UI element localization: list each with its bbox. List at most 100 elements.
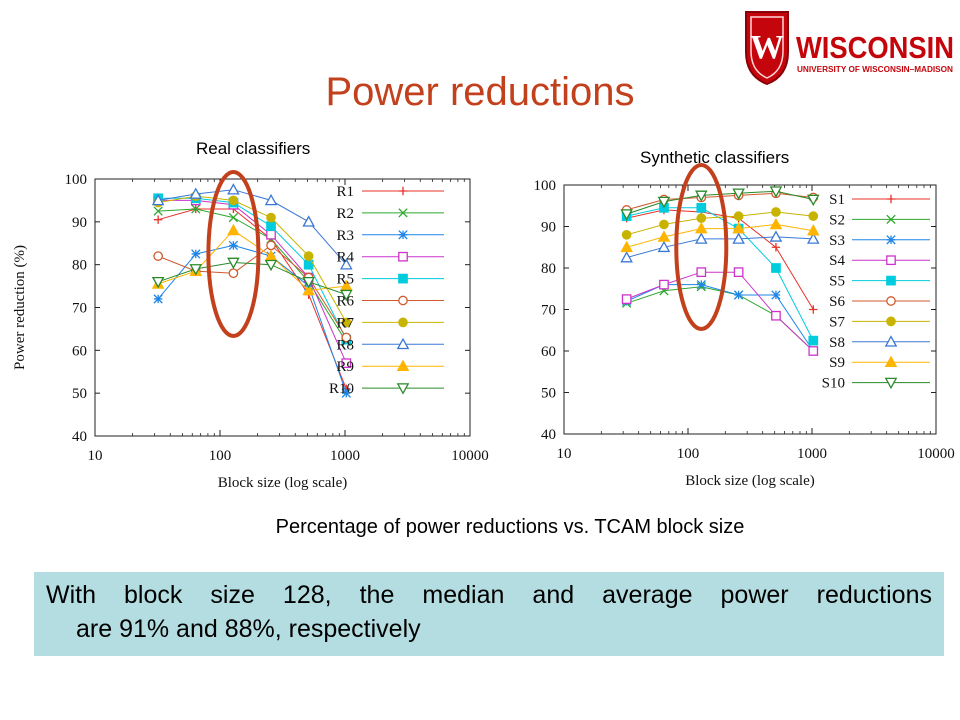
synthetic-point-s3 (771, 290, 781, 300)
real-y-tick-label: 100 (65, 172, 88, 188)
synthetic-point-s9 (732, 222, 745, 234)
callout-line-2: are 91% and 88%, respectively (76, 615, 421, 643)
real-point-r7 (266, 212, 276, 223)
synthetic-legend-marker-s9 (884, 355, 898, 368)
real-legend-label-r4: R4 (336, 250, 354, 266)
synthetic-legend-label-s5: S5 (829, 274, 845, 290)
synthetic-x-tick-label: 10000 (917, 446, 955, 462)
real-legend-label-r3: R3 (336, 228, 354, 244)
synthetic-highlight-ellipse (674, 163, 729, 331)
real-point-r3 (228, 240, 239, 251)
synthetic-legend-marker-s5 (886, 275, 896, 286)
real-point-r6 (266, 240, 276, 251)
real-y-axis-label: Power reduction (%) (12, 245, 28, 370)
chart-subtitle-synthetic: Synthetic classifiers (640, 148, 790, 167)
real-point-r3 (341, 388, 351, 398)
real-legend-marker-r1 (398, 186, 408, 196)
synthetic-series-line-s4 (626, 271, 814, 352)
synthetic-legend-label-s10: S10 (822, 376, 845, 392)
figure-caption: Percentage of power reductions vs. TCAM … (275, 516, 745, 538)
real-legend-marker-r4 (398, 251, 408, 262)
synthetic-legend-marker-s6 (886, 296, 896, 306)
synthetic-y-tick-label: 80 (541, 261, 556, 277)
synthetic-point-s9 (694, 222, 708, 234)
synthetic-legend-label-s4: S4 (829, 253, 845, 269)
real-point-r7 (228, 195, 239, 206)
logo-subtext: UNIVERSITY OF WISCONSIN–MADISON (797, 65, 953, 74)
synthetic-point-s5 (696, 202, 707, 213)
real-point-r6 (228, 268, 239, 279)
synthetic-y-tick-label: 40 (541, 427, 556, 443)
synthetic-point-s10 (657, 196, 671, 209)
synthetic-legend-marker-s3 (886, 235, 896, 245)
synthetic-point-s10 (806, 194, 820, 207)
real-legend-label-r7: R7 (336, 315, 354, 331)
real-legend-label-r5: R5 (336, 272, 354, 288)
synthetic-series-line-s1 (626, 209, 814, 310)
synthetic-point-s10 (694, 190, 708, 202)
real-point-r4 (266, 229, 276, 240)
real-point-r8 (151, 193, 165, 206)
synthetic-point-s3 (696, 279, 706, 290)
real-plot-frame (94, 178, 471, 437)
real-series-line-r5 (158, 197, 347, 340)
real-point-r9 (227, 223, 240, 236)
synthetic-legend-label-s1: S1 (829, 192, 845, 208)
synthetic-x-tick-label: 10 (557, 446, 572, 462)
real-point-r2 (228, 212, 239, 223)
real-point-r2 (153, 206, 163, 216)
synthetic-y-tick-label: 100 (534, 178, 557, 194)
synthetic-point-s8 (769, 230, 783, 242)
real-point-r5 (266, 221, 276, 231)
synthetic-point-s10 (732, 188, 745, 200)
synthetic-legend-marker-s1 (886, 194, 896, 204)
callout-line-1: With block size 128, the median and aver… (46, 581, 932, 609)
synthetic-series-line-s7 (626, 211, 814, 236)
synthetic-point-s3 (733, 290, 744, 300)
real-legend-label-r6: R6 (336, 294, 354, 310)
real-series-line-r3 (157, 244, 347, 394)
real-point-r10 (302, 276, 315, 289)
synthetic-legend-marker-s7 (886, 316, 896, 327)
synthetic-point-s10 (620, 209, 633, 221)
real-legend-marker-r5 (398, 273, 408, 284)
synthetic-point-s4 (808, 346, 819, 356)
real-highlight-ellipse (206, 170, 261, 338)
real-point-r8 (227, 183, 240, 195)
chart-subtitle-real: Real classifiers (196, 139, 311, 158)
real-legend-marker-r10 (396, 383, 410, 395)
real-series-line-r7 (158, 195, 347, 323)
real-series-line-r6 (157, 244, 347, 338)
synthetic-x-axis-label: Block size (log scale) (685, 473, 815, 489)
synthetic-point-s8 (620, 251, 633, 263)
real-point-r10 (151, 276, 165, 289)
synthetic-series-line-s8 (626, 236, 814, 259)
synthetic-legend-label-s7: S7 (829, 314, 845, 330)
real-legend-marker-r9 (396, 359, 410, 372)
real-x-axis-label: Block size (log scale) (218, 475, 348, 491)
logo-shield-letter: W (750, 29, 784, 66)
real-x-tick-label: 100 (209, 448, 232, 464)
slide-title: Power reductions (325, 70, 635, 114)
synthetic-point-s7 (771, 207, 781, 217)
synthetic-point-s4 (659, 279, 669, 290)
synthetic-point-s9 (657, 230, 671, 242)
real-point-r8 (339, 258, 353, 270)
real-point-r8 (302, 215, 315, 227)
real-y-tick-label: 70 (72, 301, 87, 317)
real-point-r1 (153, 215, 163, 224)
synthetic-point-s7 (696, 213, 707, 224)
synthetic-legend-label-s8: S8 (829, 335, 845, 351)
synthetic-point-s5 (771, 263, 781, 273)
synthetic-point-s8 (657, 240, 671, 253)
chart-synthetic-classifiers: 40 50 60 70 80 90 100 10 100 1000 10000 Block size … (534, 163, 955, 489)
real-point-r7 (303, 251, 314, 261)
synthetic-x-tick-label: 100 (677, 446, 700, 462)
real-y-tick-label: 50 (72, 386, 87, 402)
real-point-r10 (227, 257, 240, 270)
synthetic-legend-marker-s10 (884, 377, 898, 390)
synthetic-legend-label-s3: S3 (829, 233, 845, 249)
real-point-r6 (341, 332, 352, 343)
synthetic-point-s9 (620, 240, 633, 253)
synthetic-point-s4 (621, 294, 632, 304)
